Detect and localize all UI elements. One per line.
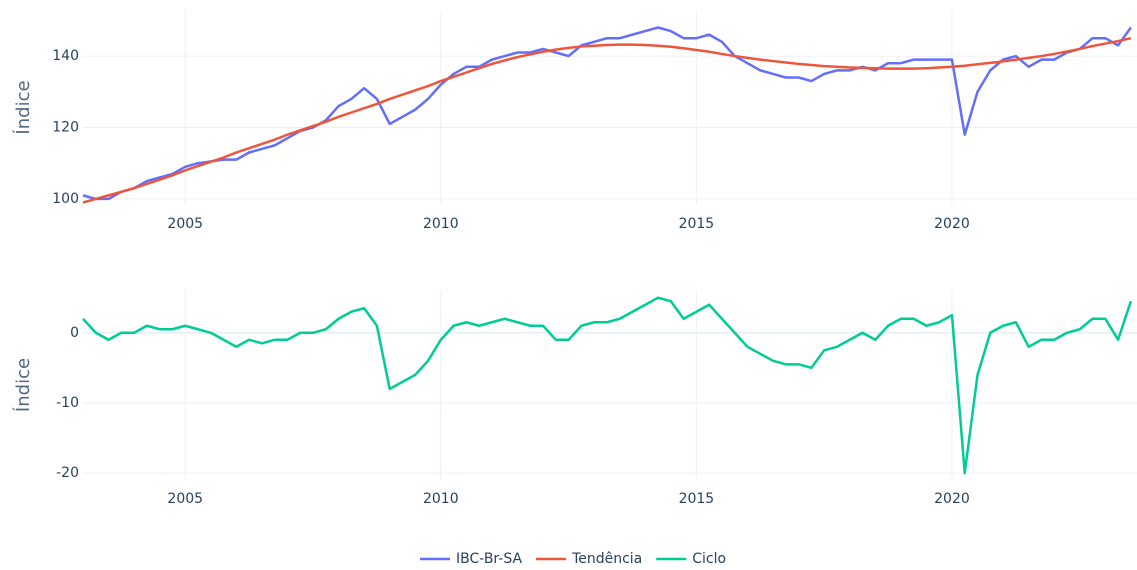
y-axis-title: Índice — [12, 358, 34, 412]
legend-label: Tendência — [571, 551, 642, 567]
series-line — [82, 36, 1132, 204]
series-line — [82, 296, 1133, 475]
x-tick-label: 2005 — [167, 491, 203, 507]
y-tick-label: -20 — [56, 465, 79, 481]
x-tick-label: 2010 — [423, 491, 459, 507]
y-tick-label: 0 — [70, 325, 79, 341]
y-axis-title: Índice — [12, 80, 34, 134]
y-tick-label: 140 — [52, 48, 79, 64]
x-tick-label: 2010 — [423, 216, 459, 232]
legend-label: IBC-Br-SA — [456, 551, 522, 567]
x-tick-label: 2020 — [934, 491, 970, 507]
y-tick-label: 100 — [52, 191, 79, 207]
x-tick-label: 2005 — [167, 216, 203, 232]
series-line — [82, 26, 1132, 201]
y-tick-label: 120 — [52, 120, 79, 136]
legend-label: Ciclo — [692, 551, 726, 567]
x-tick-label: 2020 — [934, 216, 970, 232]
x-tick-label: 2015 — [679, 216, 715, 232]
y-tick-label: -10 — [56, 395, 79, 411]
x-tick-label: 2015 — [679, 491, 715, 507]
